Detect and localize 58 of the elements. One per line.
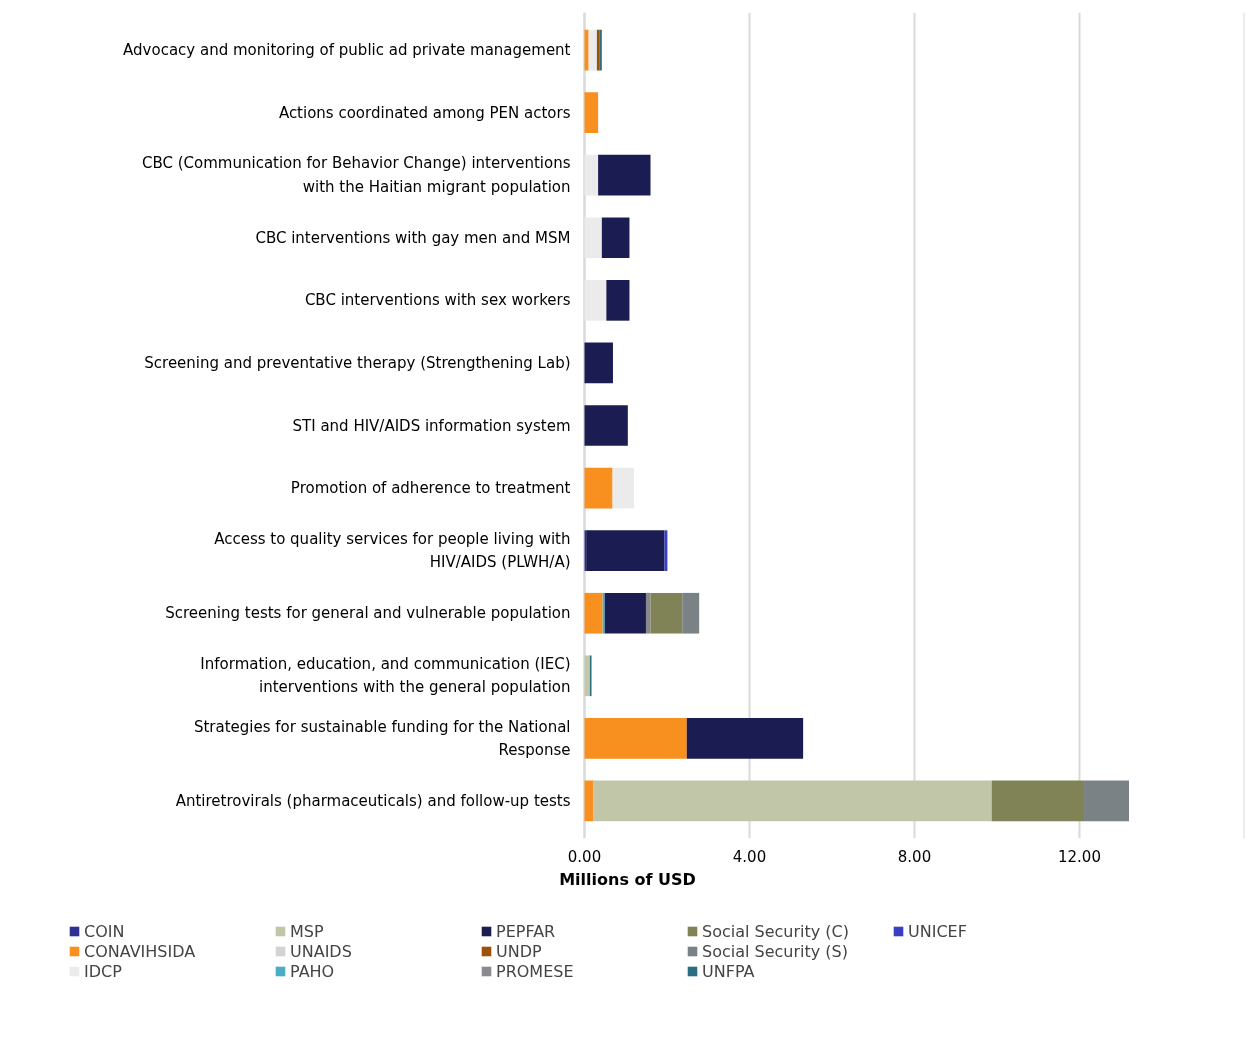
bar [584, 655, 590, 697]
y-tick-label: STI and HIV/AIDS information system [292, 416, 571, 435]
bar [584, 405, 628, 446]
bar [584, 780, 594, 822]
y-tick-label: Actions coordinated among PEN actors [278, 103, 571, 122]
legend-label: UNDP [496, 941, 543, 961]
y-tick-label: Access to quality services for people living with HIV/AIDS (PLWH/A) [214, 529, 571, 572]
bar [598, 154, 651, 196]
bar [584, 467, 613, 509]
legend-label: PAHO [290, 961, 336, 981]
y-tick-label: Promotion of adherence to treatment [290, 479, 571, 498]
x-tick-label: 8.00 [897, 847, 932, 866]
legend-label: CONAVIHSIDA [84, 941, 197, 961]
bar [584, 92, 599, 133]
y-tick-label: Screening tests for general and vulnerable population [165, 604, 571, 623]
bar [584, 280, 607, 321]
bar [602, 592, 605, 634]
bar [586, 530, 665, 571]
bar [593, 780, 992, 822]
y-tick-label: Strategies for sustainable funding for the National Response [193, 717, 571, 760]
bar [601, 217, 630, 259]
x-tick-label: 0.00 [567, 847, 602, 866]
bar [1084, 780, 1129, 822]
legend-label: COIN [84, 921, 126, 941]
bar [584, 342, 613, 384]
legend-label: MSP [290, 921, 325, 941]
y-tick-label: CBC (Communication for Behavior Change) interventions with the Haitian migrant population [141, 154, 571, 196]
y-tick-label: CBC interventions with gay men and MSM [255, 228, 571, 247]
y-tick-label: Screening and preventative therapy (Strengthening Lab) [144, 353, 571, 372]
y-tick-label: Information, education, and communication (IEC) interventions with the general population [200, 655, 571, 697]
legend-label: UNICEF [908, 921, 968, 941]
legend-label: IDCP [84, 961, 123, 981]
bar [604, 592, 646, 634]
bar [991, 780, 1085, 822]
bar [682, 592, 700, 634]
bar [686, 718, 804, 759]
bar [584, 592, 603, 634]
y-tick-label: Advocacy and monitoring of public ad private management [123, 41, 571, 60]
y-tick-label: Antiretrovirals (pharmaceuticals) and follow-up tests [175, 791, 571, 810]
bar [650, 592, 683, 634]
bar [588, 29, 597, 71]
legend-label: PEPFAR [496, 921, 557, 941]
x-tick-label: 4.00 [732, 847, 767, 866]
bar [584, 154, 599, 196]
bar [612, 467, 634, 509]
legend-label: PROMESE [496, 961, 575, 981]
legend-label: Social Security (S) [702, 941, 849, 961]
bar [584, 217, 602, 259]
y-tick-label: CBC interventions with sex workers [304, 291, 571, 310]
bar [584, 718, 687, 759]
bar [584, 29, 589, 71]
bar [645, 592, 651, 634]
x-tick-label: 12.00 [1058, 847, 1101, 866]
legend-label: UNAIDS [290, 941, 353, 961]
bar [606, 280, 630, 321]
legend-label: UNFPA [702, 961, 756, 981]
legend-label: Social Security (C) [702, 921, 850, 941]
x-axis-title: Millions of USD [559, 869, 696, 889]
